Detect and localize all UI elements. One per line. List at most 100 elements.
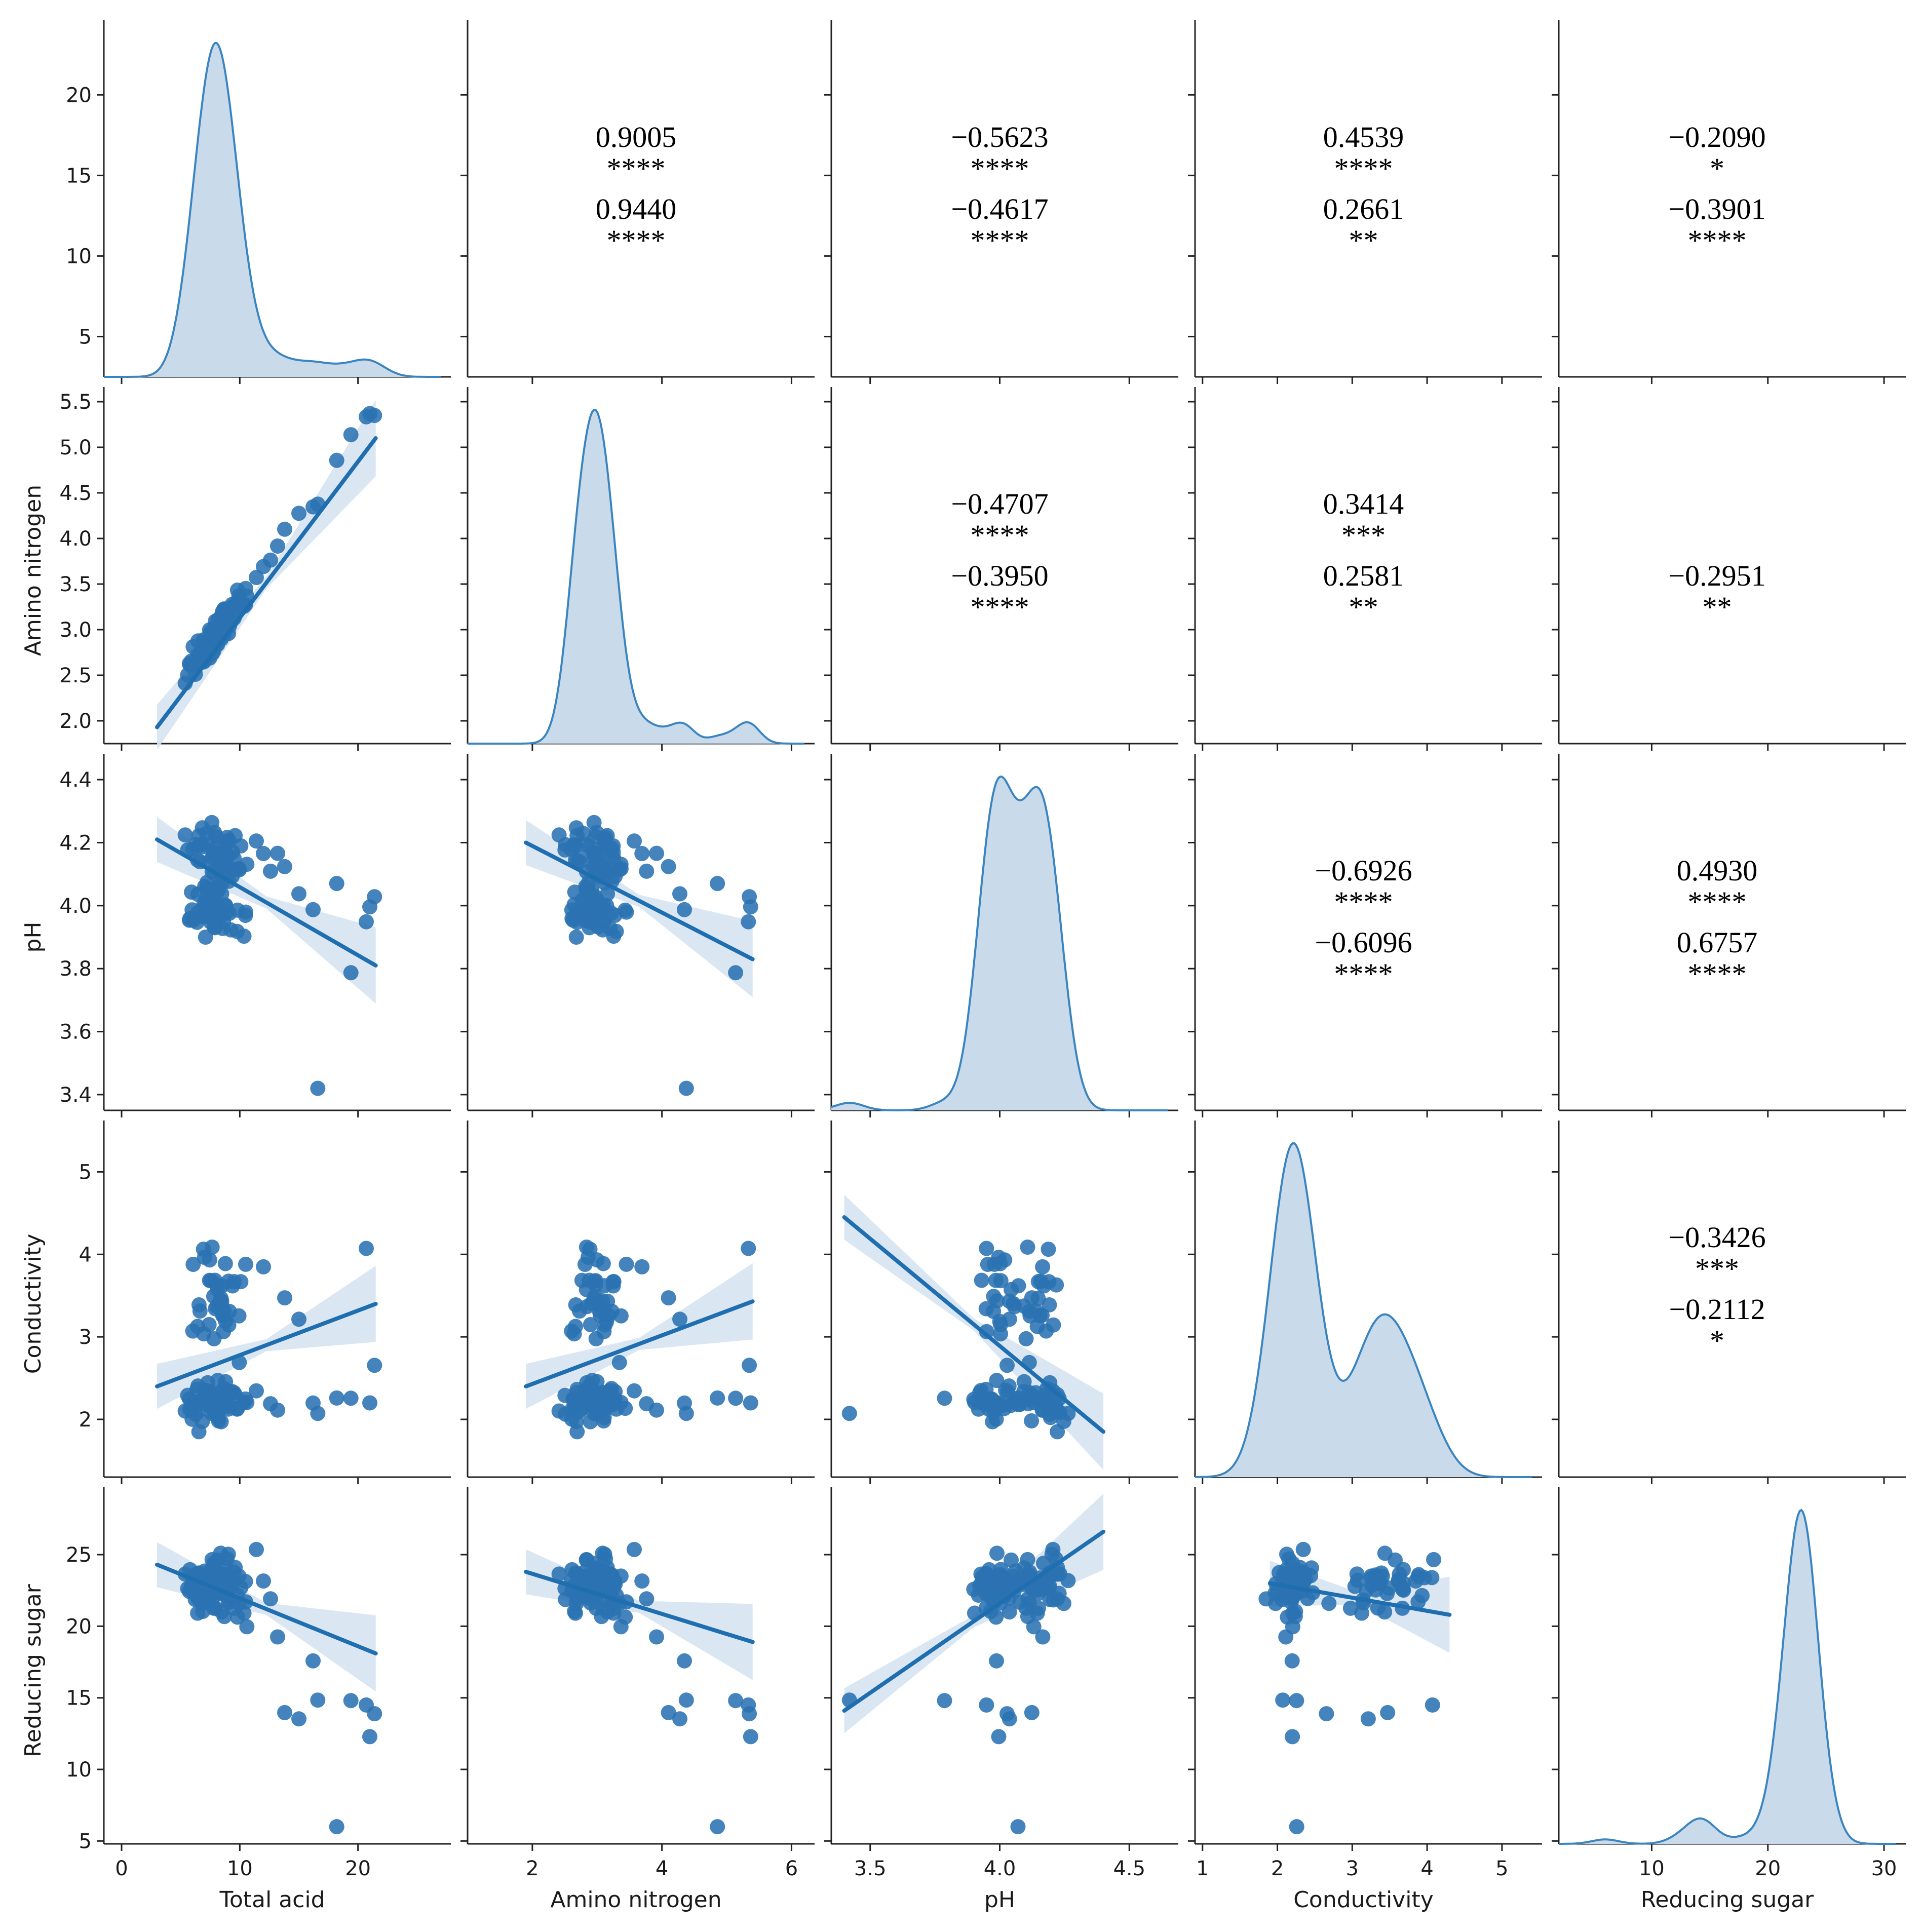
data-point <box>661 1705 676 1720</box>
data-point <box>270 1629 285 1645</box>
significance-stars: **** <box>1688 885 1747 918</box>
confidence-band <box>157 400 376 750</box>
regression-line <box>1267 1581 1452 1617</box>
correlation-value: 0.4930 <box>1677 854 1758 887</box>
data-point <box>229 583 245 598</box>
data-point <box>586 851 602 867</box>
data-point <box>343 965 359 981</box>
data-point <box>979 1697 994 1713</box>
significance-stars: **** <box>1334 957 1393 990</box>
data-point <box>677 1653 692 1669</box>
correlation-value: −0.3426 <box>1668 1221 1765 1254</box>
x-tick-label: 3 <box>1346 1857 1359 1880</box>
scatter-ph-vs-amino-nitrogen <box>524 815 758 1096</box>
y-axis-label-reducing-sugar: Reducing sugar <box>20 1583 46 1757</box>
correlation-value: −0.4707 <box>951 487 1048 520</box>
data-point <box>207 1566 222 1582</box>
data-point <box>710 876 725 892</box>
data-point <box>291 886 306 902</box>
y-tick-label: 4.2 <box>59 831 92 855</box>
regression-line <box>155 1302 378 1388</box>
data-point <box>192 1303 208 1319</box>
regression-line <box>842 1215 1106 1434</box>
correlation-annotation-0-4: −0.2090* −0.3901**** <box>1668 121 1765 257</box>
data-point <box>1359 1583 1374 1599</box>
y-tick-label: 4.0 <box>59 527 92 551</box>
regression-line <box>842 1529 1106 1713</box>
x-axis-label-ph: pH <box>984 1887 1015 1913</box>
data-point <box>678 1692 694 1708</box>
data-point <box>989 1653 1004 1669</box>
significance-stars: **** <box>1334 152 1393 185</box>
kde-fill-area <box>104 43 441 377</box>
data-point <box>1289 1693 1304 1709</box>
data-point <box>218 1313 234 1329</box>
data-point <box>205 1393 220 1408</box>
y-tick-label: 5 <box>79 325 92 349</box>
data-point <box>277 521 292 537</box>
data-point <box>649 1402 664 1418</box>
data-point <box>202 892 217 907</box>
data-point <box>661 1290 676 1306</box>
x-tick-label: 20 <box>1755 1857 1781 1880</box>
data-point <box>710 1819 725 1835</box>
data-point <box>367 408 382 423</box>
kde-fill-area <box>468 410 804 744</box>
kde-amino-nitrogen <box>468 408 804 745</box>
x-tick-label: 4.0 <box>984 1857 1016 1880</box>
kde-curve <box>831 775 1168 1111</box>
data-point <box>567 884 583 900</box>
data-point <box>1395 1581 1410 1597</box>
data-point <box>1410 1569 1426 1585</box>
y-tick-label: 5.5 <box>59 391 92 414</box>
scatter-conductivity-vs-ph <box>841 1194 1106 1470</box>
data-point <box>678 1406 694 1421</box>
x-tick-label: 20 <box>345 1857 371 1880</box>
data-point <box>1279 1547 1294 1562</box>
significance-stars: **** <box>971 519 1029 552</box>
data-point <box>195 1414 210 1429</box>
data-point <box>618 902 633 918</box>
significance-stars: **** <box>1688 957 1747 990</box>
data-point <box>367 1358 382 1373</box>
correlation-value: 0.4539 <box>1323 121 1404 153</box>
data-point <box>310 1080 326 1096</box>
significance-stars: **** <box>971 591 1029 624</box>
data-point <box>589 1252 605 1268</box>
data-point <box>1010 1819 1026 1835</box>
correlation-value: 0.3414 <box>1323 487 1404 520</box>
data-point <box>618 1609 633 1625</box>
data-point <box>595 1600 611 1616</box>
data-point <box>367 889 382 905</box>
data-point <box>310 1692 326 1708</box>
scatter-reducing-sugar-vs-conductivity <box>1258 1541 1452 1835</box>
data-point <box>249 570 264 585</box>
data-point <box>992 1313 1008 1329</box>
y-tick-label: 3 <box>79 1326 92 1349</box>
correlation-value: −0.3950 <box>951 559 1048 592</box>
x-tick-label: 0 <box>115 1857 128 1880</box>
panel-total-acid-vs-reducing-sugar <box>1552 20 1906 384</box>
panel-amino-nitrogen-vs-reducing-sugar <box>1552 387 1906 751</box>
data-point <box>1020 1240 1035 1255</box>
regression-line <box>524 1299 755 1388</box>
data-point <box>277 1705 292 1720</box>
panel-reducing-sugar-vs-amino-nitrogen: 2 4 6 <box>460 1487 815 1880</box>
data-point <box>270 538 285 554</box>
data-point <box>710 1390 725 1406</box>
data-point <box>1003 1398 1019 1413</box>
data-point <box>741 1241 756 1256</box>
data-point <box>1030 1586 1046 1601</box>
data-point <box>1285 1729 1300 1745</box>
data-point <box>1275 1692 1291 1708</box>
data-point <box>343 427 359 443</box>
significance-stars: **** <box>971 224 1029 257</box>
x-axis-label-reducing-sugar: Reducing sugar <box>1641 1887 1814 1913</box>
panel-reducing-sugar-vs-total-acid: 5 10 15 20 25 0 10 20 <box>66 1487 451 1880</box>
kde-curve <box>1559 1509 1896 1845</box>
scatter-reducing-sugar-vs-amino-nitrogen <box>524 1541 758 1835</box>
data-point <box>597 1401 612 1417</box>
correlation-value: 0.2581 <box>1323 559 1404 592</box>
panel-total-acid-vs-ph <box>824 20 1178 384</box>
data-point <box>291 506 306 521</box>
